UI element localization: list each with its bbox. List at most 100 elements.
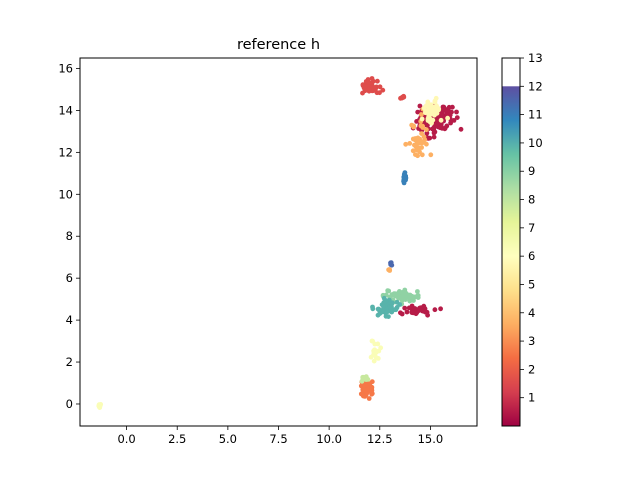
y-tick-label: 2 [66, 355, 73, 369]
y-tick-label: 14 [58, 103, 73, 117]
scatter-point [425, 312, 430, 318]
colorbar-tick-label: 13 [528, 51, 543, 65]
scatter-point [406, 305, 412, 311]
scatter-point [368, 387, 374, 393]
x-tick-label: 15.0 [418, 432, 444, 446]
scatter-point [361, 85, 367, 91]
scatter-point [454, 115, 460, 120]
scatter-point [388, 260, 394, 265]
x-tick-label: 12.5 [367, 432, 393, 446]
scatter-point [432, 307, 438, 313]
scatter-point [433, 105, 438, 111]
scatter-point [458, 126, 464, 132]
scatter-point [401, 291, 407, 297]
scatter-point [402, 305, 408, 311]
scatter-point [379, 302, 385, 308]
y-tick-label: 4 [66, 313, 73, 327]
scatter-point [423, 103, 429, 109]
scatter-point [411, 124, 416, 130]
scatter-point [434, 121, 440, 127]
scatter-point [393, 307, 399, 313]
scatter-point [377, 84, 383, 90]
scatter-point [378, 345, 384, 351]
scatter-point [427, 109, 432, 114]
scatter-point [417, 149, 422, 155]
scatter-point [438, 306, 443, 312]
scatter-point [417, 103, 423, 109]
colorbar-frame [501, 57, 521, 427]
scatter-point [399, 311, 405, 317]
scatter-point [410, 136, 416, 142]
y-tick-label: 6 [66, 271, 73, 285]
scatter-point [425, 99, 431, 105]
colorbar-tick-label: 7 [528, 221, 535, 235]
scatter-point [377, 90, 382, 96]
scatter-point [97, 403, 103, 409]
y-axis: 0 2 4 6 8 10 12 14 16 [58, 61, 80, 411]
colorbar-tick-label: 2 [528, 362, 535, 376]
x-axis: 0.0 2.5 5.0 7.5 10.0 12.5 15.0 [117, 426, 443, 446]
scatter-point [420, 125, 426, 130]
scatter-point [446, 104, 452, 110]
scatter-point [411, 298, 416, 303]
scatter-point [370, 338, 375, 344]
scatter-point [419, 131, 424, 137]
scatter-point [371, 358, 377, 364]
scatter-point [406, 295, 412, 300]
scatter-point [369, 80, 375, 86]
x-tick-label: 10.0 [316, 432, 342, 446]
x-tick-label: 5.0 [219, 432, 237, 446]
scatter-point [358, 391, 364, 397]
scatter-point [424, 141, 429, 147]
scatter-point [412, 142, 417, 148]
scatter-point [415, 109, 421, 115]
colorbar-tick-label: 3 [528, 334, 535, 348]
scatter-point [389, 303, 394, 309]
scatter-point [388, 300, 393, 305]
scatter-point [407, 298, 413, 304]
scatter-point [371, 87, 377, 93]
y-tick-label: 16 [58, 61, 73, 75]
scatter-point [383, 298, 389, 303]
scatter-point [440, 107, 446, 113]
scatter-point [388, 307, 394, 313]
scatter-point [451, 118, 457, 123]
y-tick-label: 10 [58, 187, 73, 201]
scatter-point [428, 152, 434, 158]
scatter-point [431, 127, 437, 133]
scatter-point [366, 86, 372, 92]
scatter-point [362, 387, 367, 392]
scatter-point [367, 381, 373, 387]
scatter-point [448, 120, 453, 126]
colorbar-gradient [502, 86, 520, 427]
y-tick-label: 8 [66, 229, 73, 243]
scatter-point [369, 391, 375, 397]
scatter-point [385, 288, 391, 293]
scatter-point [402, 176, 407, 182]
scatter-point [419, 140, 425, 146]
colorbar-tick-label: 1 [528, 391, 535, 405]
colorbar-tick-label: 10 [528, 136, 543, 150]
scatter-point [370, 306, 376, 312]
scatter-point [412, 306, 417, 312]
scatter-point [442, 125, 448, 131]
scatter-point [375, 312, 381, 318]
scatter-point [431, 134, 437, 140]
colorbar-tick-label: 4 [528, 306, 535, 320]
scatter-point [410, 310, 416, 315]
colorbar-tick-label: 8 [528, 193, 535, 207]
scatter-point [440, 113, 445, 119]
scatter-point [439, 124, 444, 130]
scatter-point [433, 95, 439, 101]
scatter-point [410, 148, 416, 154]
scatter-point [380, 87, 386, 93]
scatter-point [375, 78, 380, 84]
colorbar-tick-label: 9 [528, 164, 535, 178]
scatter-point [364, 391, 369, 396]
scatter-point [387, 267, 392, 273]
scatter-point [376, 306, 382, 312]
scatter-point [419, 112, 424, 117]
